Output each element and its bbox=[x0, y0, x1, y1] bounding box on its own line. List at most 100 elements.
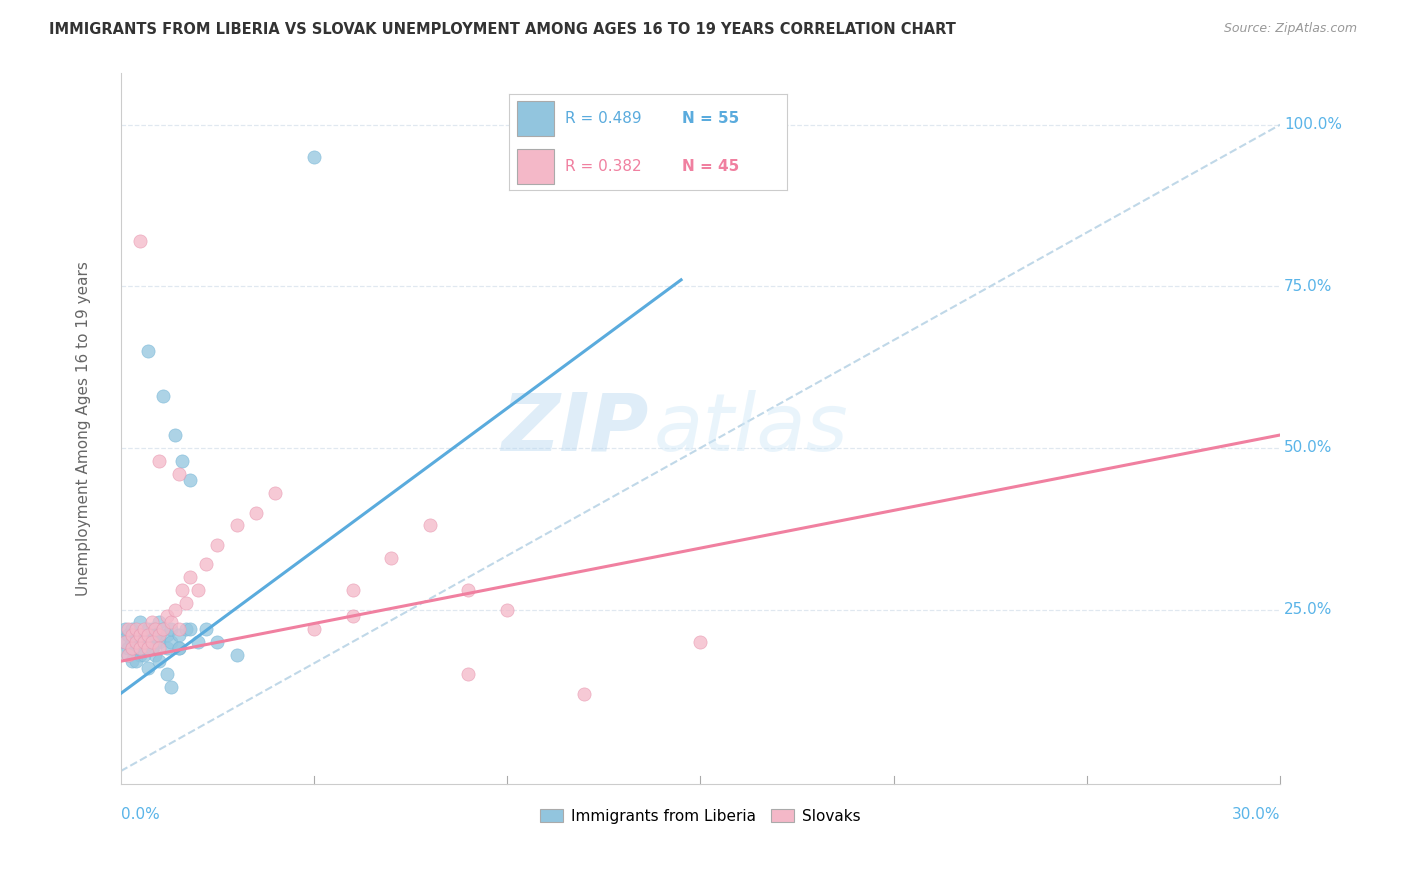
Point bbox=[172, 583, 194, 598]
Point bbox=[302, 150, 325, 164]
Point bbox=[167, 628, 190, 642]
Text: Unemployment Among Ages 16 to 19 years: Unemployment Among Ages 16 to 19 years bbox=[76, 261, 91, 596]
Point bbox=[136, 635, 159, 649]
Point bbox=[148, 454, 170, 468]
Point bbox=[160, 622, 183, 636]
Point bbox=[225, 518, 247, 533]
Point bbox=[117, 648, 139, 662]
Point bbox=[121, 635, 143, 649]
Point bbox=[117, 628, 139, 642]
Point bbox=[125, 641, 148, 656]
Point bbox=[160, 635, 183, 649]
Point bbox=[121, 628, 143, 642]
Point bbox=[117, 641, 139, 656]
Point bbox=[121, 622, 143, 636]
Point bbox=[145, 628, 167, 642]
Point bbox=[574, 687, 596, 701]
Point bbox=[136, 343, 159, 358]
Point bbox=[207, 538, 229, 552]
Point bbox=[129, 641, 152, 656]
Legend: Immigrants from Liberia, Slovaks: Immigrants from Liberia, Slovaks bbox=[534, 803, 866, 830]
Point bbox=[245, 506, 267, 520]
Point bbox=[121, 641, 143, 656]
Point bbox=[167, 467, 190, 481]
Point bbox=[152, 622, 174, 636]
Point bbox=[156, 641, 179, 656]
Point bbox=[136, 622, 159, 636]
Point bbox=[125, 622, 148, 636]
Point bbox=[457, 583, 479, 598]
Point bbox=[129, 648, 152, 662]
Point bbox=[125, 654, 148, 668]
Point bbox=[176, 622, 198, 636]
Text: 75.0%: 75.0% bbox=[1284, 279, 1333, 293]
Point bbox=[121, 654, 143, 668]
Point bbox=[172, 454, 194, 468]
Point bbox=[141, 615, 163, 630]
Point bbox=[132, 648, 155, 662]
Point bbox=[129, 635, 152, 649]
Point bbox=[194, 622, 217, 636]
Point bbox=[117, 648, 139, 662]
Point bbox=[342, 609, 364, 624]
Point bbox=[187, 635, 209, 649]
Point bbox=[163, 602, 186, 616]
Point bbox=[148, 641, 170, 656]
Point bbox=[496, 602, 519, 616]
Point bbox=[187, 583, 209, 598]
Point bbox=[117, 622, 139, 636]
Point bbox=[148, 635, 170, 649]
Point bbox=[145, 635, 167, 649]
Point bbox=[132, 628, 155, 642]
Text: Source: ZipAtlas.com: Source: ZipAtlas.com bbox=[1223, 22, 1357, 36]
Point bbox=[156, 628, 179, 642]
Point bbox=[114, 635, 136, 649]
Text: 100.0%: 100.0% bbox=[1284, 117, 1341, 132]
Point bbox=[207, 635, 229, 649]
Point bbox=[129, 234, 152, 248]
Point bbox=[380, 550, 402, 565]
Point bbox=[148, 628, 170, 642]
Point bbox=[160, 615, 183, 630]
Point bbox=[152, 622, 174, 636]
Point bbox=[132, 622, 155, 636]
Point bbox=[179, 570, 201, 584]
Point bbox=[156, 609, 179, 624]
Text: 50.0%: 50.0% bbox=[1284, 441, 1333, 456]
Point bbox=[176, 596, 198, 610]
Point bbox=[145, 622, 167, 636]
Point bbox=[132, 641, 155, 656]
Point bbox=[141, 641, 163, 656]
Point bbox=[141, 622, 163, 636]
Point bbox=[141, 628, 163, 642]
Point bbox=[302, 622, 325, 636]
Point bbox=[156, 667, 179, 681]
Point bbox=[136, 641, 159, 656]
Point bbox=[689, 635, 711, 649]
Text: 0.0%: 0.0% bbox=[121, 806, 159, 822]
Point bbox=[121, 641, 143, 656]
Point bbox=[419, 518, 441, 533]
Point bbox=[225, 648, 247, 662]
Point bbox=[179, 622, 201, 636]
Point bbox=[129, 615, 152, 630]
Point bbox=[457, 667, 479, 681]
Point bbox=[194, 558, 217, 572]
Text: ZIP: ZIP bbox=[501, 390, 648, 467]
Point bbox=[129, 635, 152, 649]
Text: 25.0%: 25.0% bbox=[1284, 602, 1333, 617]
Point bbox=[141, 641, 163, 656]
Point bbox=[342, 583, 364, 598]
Point bbox=[264, 486, 287, 500]
Text: 30.0%: 30.0% bbox=[1232, 806, 1279, 822]
Point bbox=[148, 654, 170, 668]
Point bbox=[141, 635, 163, 649]
Point bbox=[136, 628, 159, 642]
Point bbox=[125, 635, 148, 649]
Point bbox=[179, 473, 201, 487]
Point bbox=[148, 615, 170, 630]
Point bbox=[152, 389, 174, 403]
Point bbox=[114, 635, 136, 649]
Point bbox=[163, 428, 186, 442]
Point bbox=[160, 680, 183, 694]
